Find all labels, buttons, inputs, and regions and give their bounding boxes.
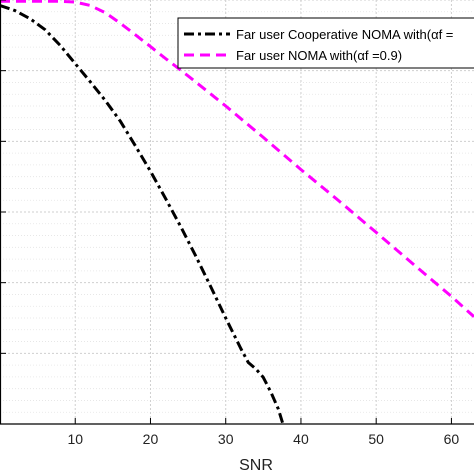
legend: Far user Cooperative NOMA with(αf = Far …	[177, 17, 474, 69]
legend-box	[177, 17, 474, 69]
series-line-0	[0, 4, 285, 425]
x-axis-title: SNR	[239, 457, 273, 474]
legend-label-series-1: Far user NOMA with(αf =0.9)	[236, 48, 402, 63]
x-tick-label: 40	[293, 431, 309, 447]
x-tick-labels: 10 20 30 40 50 60	[67, 431, 459, 447]
x-tick-label: 10	[67, 431, 83, 447]
x-tick-label: 20	[143, 431, 159, 447]
x-tick-label: 50	[368, 431, 384, 447]
x-tick-label: 30	[218, 431, 234, 447]
axes	[0, 0, 474, 425]
legend-label-series-0: Far user Cooperative NOMA with(αf =	[236, 27, 453, 42]
series-line-1	[0, 0, 474, 318]
x-tick-label: 60	[444, 431, 460, 447]
series-layer	[0, 0, 474, 425]
